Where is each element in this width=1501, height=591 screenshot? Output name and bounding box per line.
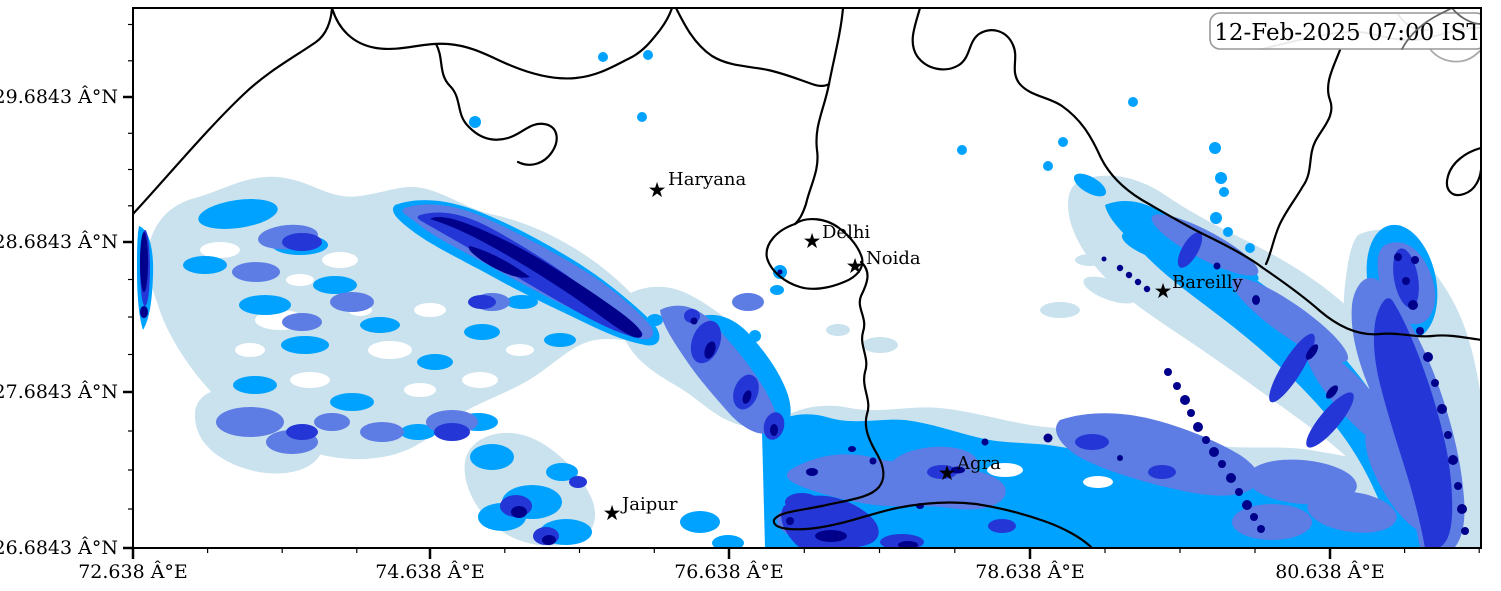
x-tick-label: 72.638 Â°E (78, 560, 188, 583)
plot-frame (132, 7, 1482, 549)
city-marker-star-icon: ★ (603, 501, 622, 525)
boundary-over-box (1401, 9, 1480, 50)
city-marker-star-icon: ★ (938, 461, 957, 485)
x-tick-label: 76.638 Â°E (674, 560, 784, 583)
city-marker-star-icon: ★ (803, 229, 822, 253)
city-marker-star-icon: ★ (1154, 279, 1173, 303)
y-tick-label: 27.6843 Â°N (0, 380, 118, 403)
city-label-bareilly: Bareilly (1172, 272, 1243, 293)
city-label-jaipur: Jaipur (620, 494, 678, 515)
city-label-noida: Noida (866, 248, 921, 269)
y-tick-label: 29.6843 Â°N (0, 85, 118, 108)
city-label-delhi: Delhi (822, 222, 870, 243)
x-tick-label: 78.638 Â°E (975, 560, 1085, 583)
city-label-haryana: Haryana (668, 169, 747, 190)
x-tick-label: 74.638 Â°E (375, 560, 485, 583)
timestamp-label: 12-Feb-2025 07:00 IST (1214, 20, 1482, 46)
y-tick-label: 28.6843 Â°N (0, 230, 118, 253)
y-axis-ticks (123, 23, 133, 550)
city-marker-star-icon: ★ (648, 178, 667, 202)
x-tick-label: 80.638 Â°E (1275, 560, 1385, 583)
state-boundary-lines (134, 9, 1480, 547)
city-markers: ★ Haryana ★ Delhi ★ Noida ★ Bareilly ★ A… (603, 169, 1244, 525)
x-axis-ticks (131, 548, 1480, 559)
x-axis-labels: 72.638 Â°E 74.638 Â°E 76.638 Â°E 78.638 … (78, 560, 1385, 583)
precip-layer-navy (140, 216, 1469, 547)
city-label-agra: Agra (956, 453, 1001, 474)
city-marker-star-icon: ★ (846, 254, 865, 278)
y-axis-labels: 29.6843 Â°N 28.6843 Â°N 27.6843 Â°N 26.6… (0, 85, 118, 559)
y-tick-label: 26.6843 Â°N (0, 536, 118, 559)
timestamp-box: 12-Feb-2025 07:00 IST (1209, 12, 1482, 50)
